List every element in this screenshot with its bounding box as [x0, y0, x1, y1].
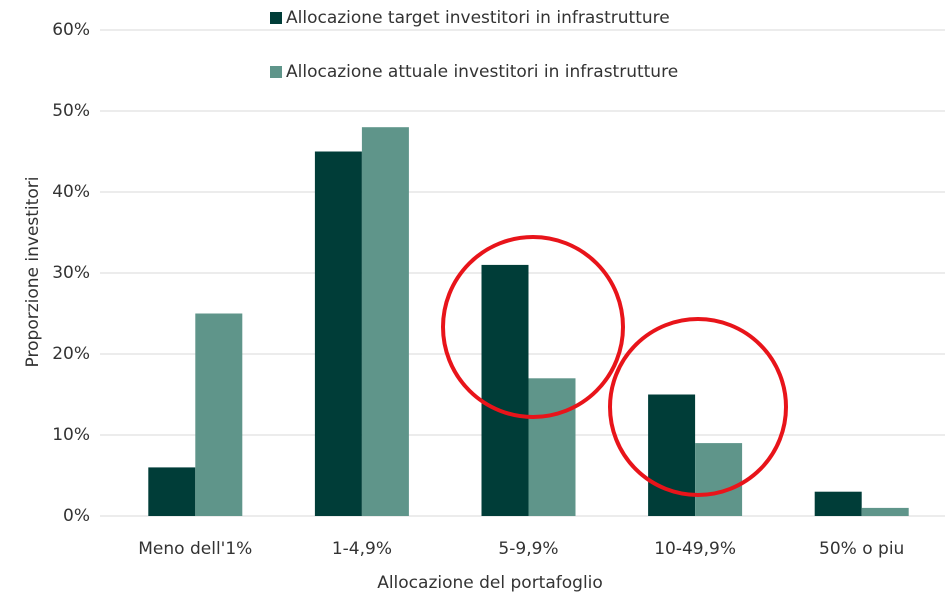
bar [148, 467, 196, 516]
bar [195, 313, 243, 516]
y-tick-label: 40% [52, 182, 90, 202]
y-tick-label: 30% [52, 263, 90, 283]
y-tick-label: 0% [63, 506, 90, 526]
y-tick-label: 20% [52, 344, 90, 364]
x-tick-label: 5-9,9% [498, 539, 558, 559]
bar [861, 507, 909, 516]
highlight-circle [608, 317, 788, 497]
x-tick-label: 1-4,9% [332, 539, 392, 559]
y-tick-label: 50% [52, 101, 90, 121]
x-tick-label: 10-49,9% [654, 539, 736, 559]
highlight-circle [441, 235, 625, 419]
legend-label: Allocazione attuale investitori in infra… [286, 62, 678, 82]
x-tick-label: Meno dell'1% [138, 539, 252, 559]
y-tick-label: 10% [52, 425, 90, 445]
bar [314, 151, 362, 516]
legend-swatch [270, 66, 282, 78]
legend-label: Allocazione target investitori in infras… [286, 8, 670, 28]
x-tick-label: 50% o piu [819, 539, 904, 559]
legend-swatch [270, 12, 282, 24]
bar [481, 264, 529, 516]
y-tick-label: 60% [52, 20, 90, 40]
bar [695, 443, 743, 516]
bar [648, 394, 696, 516]
bar [361, 127, 409, 516]
bar [814, 491, 862, 516]
bar [528, 378, 576, 516]
plot: 0% 10% 20% 30% 40% 50% 60% Meno dell'1% 1-4,9% 5-… [52, 20, 945, 559]
x-axis-title: Allocazione del portafoglio [377, 573, 603, 593]
y-axis-title: Proporzione investitori [23, 177, 43, 368]
